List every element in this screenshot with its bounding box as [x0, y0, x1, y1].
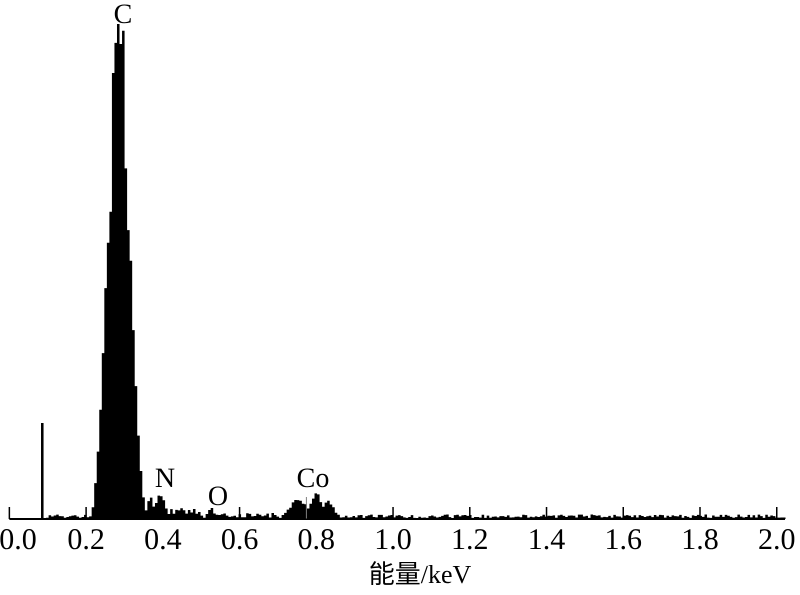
- svg-text:1.0: 1.0: [374, 523, 412, 556]
- svg-text:O: O: [208, 481, 228, 512]
- svg-text:1.4: 1.4: [528, 523, 566, 556]
- svg-text:1.8: 1.8: [681, 523, 719, 556]
- svg-text:0.2: 0.2: [67, 523, 105, 556]
- svg-text:2.0: 2.0: [758, 523, 796, 556]
- svg-text:1.2: 1.2: [451, 523, 489, 556]
- svg-text:0.8: 0.8: [298, 523, 336, 556]
- svg-text:0.4: 0.4: [144, 523, 182, 556]
- svg-text:1.6: 1.6: [605, 523, 643, 556]
- svg-text:0.6: 0.6: [221, 523, 259, 556]
- svg-text:C: C: [114, 0, 133, 30]
- svg-text:能量/keV: 能量/keV: [369, 560, 472, 589]
- svg-text:0.0: 0.0: [0, 523, 37, 556]
- svg-text:N: N: [155, 463, 175, 494]
- svg-text:Co: Co: [297, 463, 330, 494]
